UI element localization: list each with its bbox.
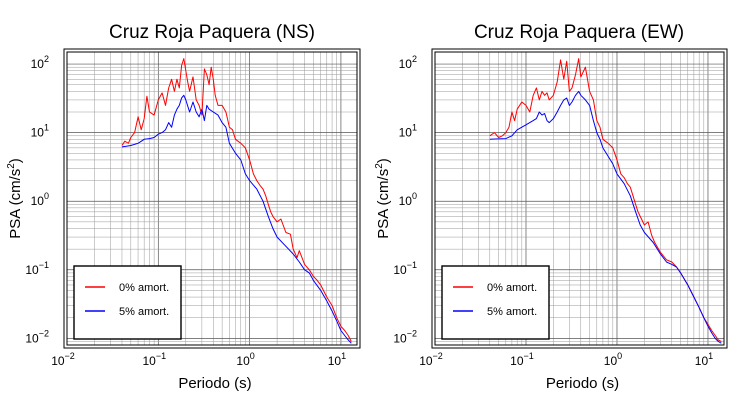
x-tick-label: 10−2 — [51, 351, 75, 368]
y-tick-label: 100 — [31, 191, 49, 208]
chart-title: Cruz Roja Paquera (EW) — [474, 22, 684, 43]
y-axis-label: PSA (cm/s2) — [6, 158, 24, 239]
plot-frame — [66, 51, 358, 346]
y-tick-label: 10−2 — [25, 328, 49, 345]
y-axis-label: PSA (cm/s2) — [374, 158, 392, 239]
legend-box — [73, 265, 182, 340]
plot-frame-outer — [431, 48, 728, 349]
y-tick-label: 101 — [31, 123, 49, 140]
y-tick-label: 10−2 — [393, 328, 417, 345]
plot-frame-outer — [63, 48, 361, 349]
y-tick-label: 10−1 — [25, 260, 49, 277]
x-tick-label: 100 — [604, 351, 622, 368]
x-axis-label: Periodo (s) — [178, 375, 251, 392]
series-line-amort-0 — [121, 58, 352, 342]
legend-box — [441, 265, 550, 340]
legend-label: 5% amort. — [487, 306, 537, 318]
chart-panel-ns: 10−2 10−1 100 101 10−2 10−1 100 101 102 Cruz Roja… — [6, 22, 361, 392]
legend-label: 0% amort. — [119, 282, 169, 294]
series-line-amort-5 — [121, 94, 352, 344]
series-line-amort-5 — [489, 90, 722, 344]
plot-frame — [434, 51, 725, 346]
x-tick-label: 101 — [328, 351, 346, 368]
x-tick-label: 10−2 — [419, 351, 443, 368]
legend: 0% amort. 5% amort. — [441, 265, 550, 340]
chart-title: Cruz Roja Paquera (NS) — [109, 22, 315, 43]
x-tick-label: 10−1 — [510, 351, 534, 368]
x-axis-label: Periodo (s) — [546, 375, 619, 392]
grid — [66, 52, 357, 346]
series-line-amort-0 — [489, 58, 722, 342]
y-tick-label: 10−1 — [393, 260, 417, 277]
x-tick-label: 10−1 — [142, 351, 166, 368]
y-tick-label: 102 — [399, 54, 417, 71]
x-tick-label: 101 — [695, 351, 713, 368]
legend-label: 0% amort. — [487, 282, 537, 294]
y-tick-label: 102 — [31, 54, 49, 71]
legend: 0% amort. 5% amort. — [73, 265, 182, 340]
chart-panel-ew: 10−2 10−1 100 101 10−2 10−1 100 101 102 Cruz Roja… — [374, 22, 728, 392]
y-tick-label: 100 — [399, 191, 417, 208]
legend-label: 5% amort. — [119, 306, 169, 318]
y-tick-label: 101 — [399, 123, 417, 140]
x-tick-label: 100 — [236, 351, 254, 368]
